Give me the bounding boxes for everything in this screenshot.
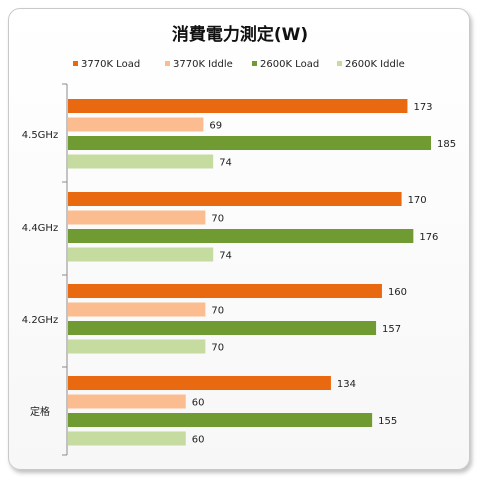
legend-label-4: 2600K Iddle	[345, 59, 405, 70]
bar-1-1	[68, 99, 408, 113]
bar-3-4	[68, 339, 206, 354]
bar-4-4	[68, 431, 186, 446]
data-label-3-3: 157	[382, 324, 401, 335]
data-label-1-4: 74	[219, 158, 232, 169]
bar-4-1	[68, 376, 331, 390]
bar-2-3	[68, 229, 414, 243]
bar-3-1	[68, 284, 382, 298]
data-label-2-3: 176	[419, 232, 438, 243]
data-label-2-4: 74	[219, 251, 232, 262]
bar-2-4	[68, 247, 214, 262]
legend-label-1: 3770K Load	[81, 59, 140, 70]
legend-label-3: 2600K Load	[260, 59, 319, 70]
data-label-1-1: 173	[413, 102, 432, 113]
legend-label-2: 3770K Iddle	[173, 59, 233, 70]
plot-area: 4.5GHz 173 69 185 74 4.4GHz 170 70 176 74 4.2GHz 16…	[22, 83, 456, 456]
data-label-4-1: 134	[337, 379, 356, 390]
legend-swatch-2	[165, 61, 170, 66]
data-label-3-2: 70	[211, 306, 224, 317]
bar-3-3	[68, 321, 377, 335]
chart-title: 消費電力測定(W)	[172, 24, 308, 45]
bar-3-2	[68, 302, 206, 317]
data-label-1-2: 69	[209, 121, 222, 132]
bar-1-4	[68, 154, 214, 169]
data-label-1-3: 185	[437, 139, 456, 150]
data-label-3-1: 160	[388, 287, 407, 298]
bar-1-2	[68, 117, 204, 132]
bar-2-1	[68, 192, 402, 206]
bar-2-2	[68, 210, 206, 225]
data-label-4-4: 60	[192, 435, 205, 446]
category-label-3: 4.2GHz	[22, 315, 58, 326]
bar-1-3	[68, 136, 431, 150]
category-label-1: 4.5GHz	[22, 130, 58, 141]
legend-swatch-4	[337, 61, 342, 66]
data-label-4-3: 155	[378, 416, 397, 427]
bar-4-2	[68, 394, 186, 409]
legend-swatch-1	[73, 61, 78, 66]
legend: 3770K Load 3770K Iddle 2600K Load 2600K Idd…	[73, 59, 405, 70]
category-label-4: 定格	[30, 405, 50, 418]
category-label-2: 4.4GHz	[22, 223, 58, 234]
data-label-3-4: 70	[211, 343, 224, 354]
data-label-2-1: 170	[408, 195, 427, 206]
legend-swatch-3	[252, 61, 257, 66]
data-label-4-2: 60	[192, 398, 205, 409]
data-label-2-2: 70	[211, 214, 224, 225]
bar-4-3	[68, 413, 373, 427]
